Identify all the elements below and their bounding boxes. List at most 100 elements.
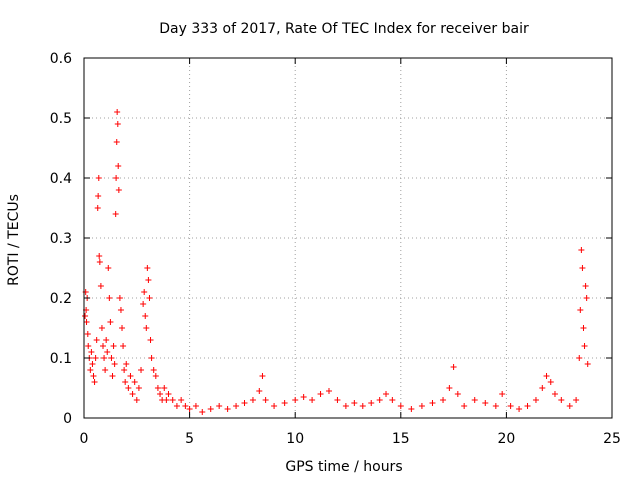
data-point — [96, 253, 103, 259]
data-point — [131, 379, 138, 385]
data-point — [256, 388, 263, 394]
data-point — [117, 307, 124, 313]
data-point — [135, 385, 142, 391]
data-point — [140, 301, 147, 307]
chart-title: Day 333 of 2017, Rate Of TEC Index for r… — [159, 21, 529, 37]
data-point — [95, 193, 102, 199]
data-point — [216, 403, 223, 409]
data-point — [334, 397, 341, 403]
data-point — [110, 343, 117, 349]
data-point — [90, 373, 97, 379]
data-point — [148, 355, 155, 361]
data-point — [89, 361, 96, 367]
data-point — [440, 397, 447, 403]
data-point — [551, 391, 558, 397]
data-point — [91, 379, 98, 385]
data-point — [186, 406, 193, 412]
data-point — [103, 337, 110, 343]
data-point — [259, 373, 266, 379]
data-point — [113, 175, 120, 181]
data-point — [127, 373, 134, 379]
y-tick-label: 0 — [63, 411, 72, 427]
x-tick-label: 15 — [392, 431, 410, 447]
data-point — [566, 403, 573, 409]
data-point — [418, 403, 425, 409]
data-point — [138, 367, 145, 373]
data-point — [429, 400, 436, 406]
data-point — [145, 277, 152, 283]
data-point — [492, 403, 499, 409]
data-point — [98, 325, 105, 331]
data-point — [199, 409, 206, 415]
data-point — [142, 313, 149, 319]
data-point — [300, 394, 307, 400]
data-point — [580, 325, 587, 331]
data-point — [249, 397, 256, 403]
data-point — [482, 400, 489, 406]
data-point — [573, 397, 580, 403]
data-point — [111, 361, 118, 367]
data-point — [112, 211, 119, 217]
data-point — [342, 403, 349, 409]
data-point — [141, 289, 148, 295]
data-point — [146, 295, 153, 301]
data-point — [83, 319, 90, 325]
data-point — [207, 406, 214, 412]
x-tick-label: 20 — [497, 431, 515, 447]
data-point — [150, 367, 157, 373]
data-point — [584, 361, 591, 367]
data-point — [92, 355, 99, 361]
data-point — [450, 364, 457, 370]
data-point — [106, 295, 113, 301]
data-point — [446, 385, 453, 391]
data-point — [133, 397, 140, 403]
data-point — [157, 391, 164, 397]
data-point — [454, 391, 461, 397]
data-point — [115, 187, 122, 193]
data-point — [116, 295, 123, 301]
data-point — [389, 397, 396, 403]
data-point — [178, 397, 185, 403]
data-point — [87, 367, 94, 373]
y-axis-label: ROTI / TECUs — [6, 194, 22, 286]
data-point — [376, 397, 383, 403]
data-point — [123, 361, 130, 367]
x-tick-label: 10 — [286, 431, 304, 447]
data-point — [114, 121, 121, 127]
data-point — [169, 397, 176, 403]
data-point — [262, 397, 269, 403]
data-point — [578, 247, 585, 253]
data-point — [241, 400, 248, 406]
data-point — [397, 403, 404, 409]
x-axis-label: GPS time / hours — [285, 459, 402, 475]
data-point — [101, 355, 108, 361]
data-point — [113, 139, 120, 145]
data-point — [93, 337, 100, 343]
data-point — [121, 367, 128, 373]
data-point — [105, 265, 112, 271]
data-point — [368, 400, 375, 406]
data-point — [576, 355, 583, 361]
data-point — [192, 403, 199, 409]
x-tick-label: 25 — [603, 431, 621, 447]
data-point — [102, 367, 109, 373]
data-point — [182, 403, 189, 409]
plot-frame — [83, 57, 613, 419]
x-tick-label: 0 — [80, 431, 89, 447]
data-point — [577, 307, 584, 313]
data-point — [292, 397, 299, 403]
data-point — [547, 379, 554, 385]
data-point — [84, 331, 91, 337]
data-point — [144, 265, 151, 271]
data-point — [461, 403, 468, 409]
y-tick-label: 0.6 — [50, 51, 72, 67]
y-tick-label: 0.4 — [50, 171, 72, 187]
data-point — [82, 313, 89, 319]
data-point — [539, 385, 546, 391]
data-point — [129, 391, 136, 397]
data-point — [94, 205, 101, 211]
data-point — [558, 397, 565, 403]
data-point — [147, 337, 154, 343]
data-point — [317, 391, 324, 397]
